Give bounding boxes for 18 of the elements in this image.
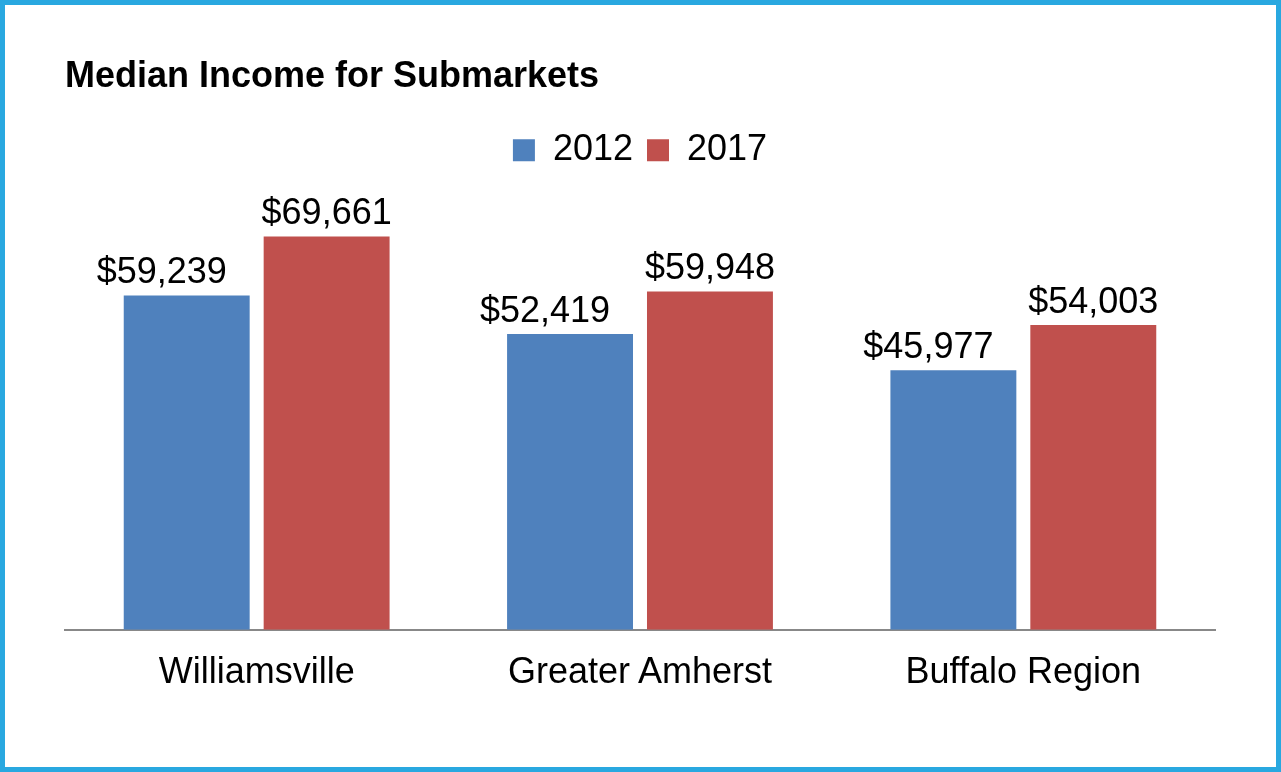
bar (263, 236, 390, 630)
chart-title: Median Income for Submarkets (65, 53, 600, 95)
data-label: $59,239 (96, 250, 227, 292)
x-tick-label: Greater Amherst (507, 650, 773, 692)
legend-label: 2012 (552, 127, 634, 169)
legend-label: 2017 (687, 127, 768, 169)
bar (1030, 324, 1157, 630)
bar (647, 291, 773, 630)
x-tick-label: Buffalo Region (905, 650, 1142, 692)
bar (123, 295, 250, 630)
bar (890, 370, 1017, 630)
data-label: $52,419 (479, 288, 611, 330)
data-label: $54,003 (1028, 279, 1159, 321)
data-label: $45,977 (863, 325, 994, 367)
data-label: $69,661 (261, 191, 392, 233)
x-tick-label: Williamsville (158, 650, 355, 692)
bar (507, 333, 633, 630)
data-label: $59,948 (644, 246, 776, 288)
